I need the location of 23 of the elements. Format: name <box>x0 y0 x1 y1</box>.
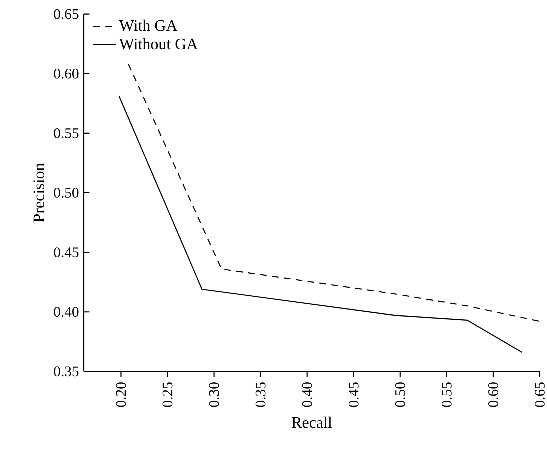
y-tick-label: 0.45 <box>54 248 79 258</box>
x-tick-label: 0.40 <box>302 382 312 408</box>
legend-label: With GA <box>119 20 178 32</box>
x-tick-label: 0.35 <box>256 382 266 408</box>
y-axis-title: Precision <box>34 163 44 222</box>
y-tick-label: 0.50 <box>54 188 79 198</box>
y-tick-label: 0.65 <box>54 9 79 20</box>
x-tick-label: 0.60 <box>488 382 498 408</box>
x-tick-label: 0.55 <box>442 382 452 408</box>
x-tick-label: 0.45 <box>348 382 359 408</box>
line-series <box>128 64 540 322</box>
y-tick-label: 0.35 <box>54 366 79 377</box>
x-tick-label: 0.50 <box>395 382 406 408</box>
x-tick-label: 0.65 <box>535 382 545 408</box>
y-tick-label: 0.60 <box>54 68 79 79</box>
x-tick-label: 0.25 <box>162 382 173 408</box>
x-tick-label: 0.20 <box>116 382 126 408</box>
x-tick-label: 0.30 <box>209 382 220 408</box>
legend-label: Without GA <box>119 38 198 50</box>
line-series <box>118 96 523 354</box>
y-tick-label: 0.40 <box>54 307 79 318</box>
x-axis-title: Recall <box>292 416 332 428</box>
y-tick-label: 0.55 <box>54 128 79 138</box>
